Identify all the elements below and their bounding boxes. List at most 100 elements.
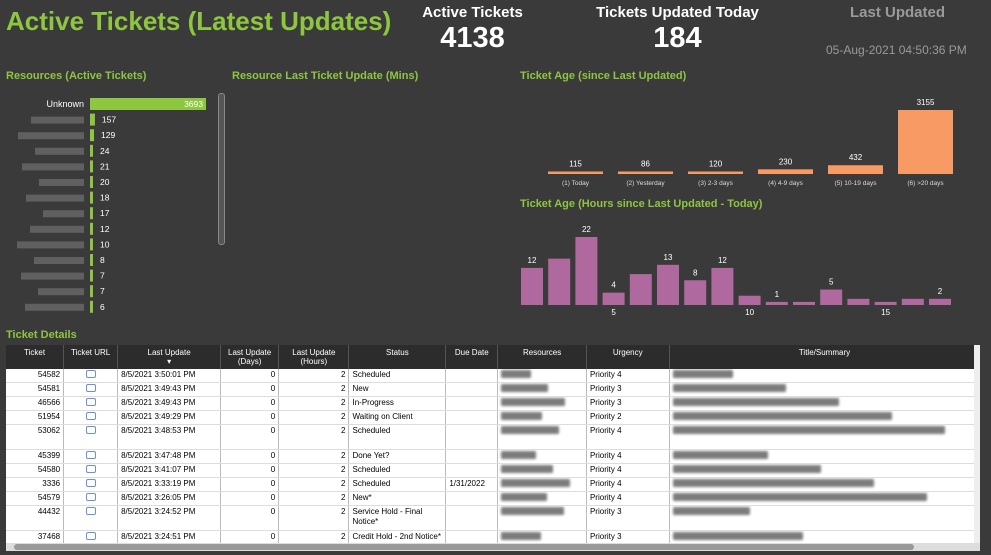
ticket-url-cell bbox=[63, 410, 119, 425]
ticket-age-category-label: (5) 10-19 days bbox=[835, 180, 878, 187]
col-last-update-hours[interactable]: Last Update (Hours) bbox=[278, 345, 350, 369]
table-vertical-scrollbar[interactable] bbox=[974, 345, 980, 543]
resources-cell bbox=[497, 505, 587, 531]
hours-bar[interactable] bbox=[738, 295, 761, 305]
resource-bar[interactable] bbox=[90, 207, 93, 220]
resource-bar[interactable] bbox=[90, 285, 93, 298]
hours-bar[interactable] bbox=[629, 274, 652, 305]
resource-bar[interactable] bbox=[90, 176, 93, 188]
hours-bar[interactable] bbox=[575, 237, 598, 305]
hours-value-label: 2 bbox=[938, 287, 943, 296]
table-row[interactable]: 3336 8/5/2021 3:33:19 PM 0 2 Scheduled 1/31/2… bbox=[6, 477, 980, 492]
hours-bar[interactable] bbox=[793, 301, 815, 305]
page-title: Active Tickets (Latest Updates) bbox=[6, 6, 392, 36]
due-cell bbox=[445, 424, 499, 450]
resource-bar[interactable] bbox=[90, 144, 93, 157]
resource-bar[interactable] bbox=[90, 238, 93, 251]
table-row[interactable]: 51954 8/5/2021 3:49:29 PM 0 2 Waiting on Cli… bbox=[6, 410, 980, 425]
table-row[interactable]: 46566 8/5/2021 3:49:43 PM 0 2 In-Progress Pri… bbox=[6, 396, 980, 411]
resource-bar[interactable] bbox=[90, 160, 93, 173]
resource-bar[interactable] bbox=[90, 300, 93, 313]
redacted-text bbox=[672, 384, 786, 392]
resource-bar[interactable] bbox=[90, 129, 95, 142]
col-urgency[interactable]: Urgency bbox=[586, 345, 670, 369]
table-row[interactable]: 54582 8/5/2021 3:50:01 PM 0 2 Scheduled Prior… bbox=[6, 369, 980, 383]
ticket-age-category-label: (3) 2-3 days bbox=[698, 180, 733, 187]
resource-scrollbar[interactable] bbox=[218, 93, 225, 245]
ticket-age-bar[interactable] bbox=[898, 110, 953, 174]
hours-bar[interactable] bbox=[765, 301, 788, 305]
link-icon[interactable] bbox=[85, 451, 96, 459]
link-icon[interactable] bbox=[85, 398, 96, 406]
ticket-age-bar[interactable] bbox=[548, 171, 603, 175]
hours-bar[interactable] bbox=[929, 298, 951, 305]
days-cell: 0 bbox=[220, 396, 280, 411]
col-due-date[interactable]: Due Date bbox=[445, 345, 499, 369]
col-title-summary[interactable]: Title/Summary bbox=[669, 345, 980, 369]
resource-value-label: 17 bbox=[100, 208, 110, 218]
link-icon[interactable] bbox=[85, 465, 96, 473]
last-update-cell: 8/5/2021 3:49:43 PM bbox=[117, 382, 222, 397]
table-row[interactable]: 53062 8/5/2021 3:48:53 PM 0 2 Scheduled Prior… bbox=[6, 424, 980, 450]
resource-bar[interactable] bbox=[90, 222, 93, 235]
resource-bar[interactable] bbox=[90, 254, 93, 266]
ticket-age-bar[interactable] bbox=[828, 165, 883, 174]
hours-bar[interactable] bbox=[657, 264, 679, 305]
resource-bar[interactable] bbox=[90, 113, 95, 126]
hours-bar[interactable] bbox=[684, 280, 707, 305]
table-row[interactable]: 54579 8/5/2021 3:26:05 PM 0 2 New* Priority 4 bbox=[6, 491, 980, 506]
link-icon[interactable] bbox=[85, 507, 96, 515]
ticket-cell: 54581 bbox=[6, 382, 65, 397]
ticket-age-bar[interactable] bbox=[758, 169, 813, 174]
resource-bar[interactable] bbox=[90, 269, 93, 282]
link-icon[interactable] bbox=[85, 384, 96, 392]
hours-bar[interactable] bbox=[602, 292, 625, 305]
ticket-cell: 54579 bbox=[6, 491, 65, 506]
resource-bar[interactable] bbox=[90, 191, 93, 204]
resource-label-redacted bbox=[18, 132, 84, 140]
ticket-age-bar[interactable] bbox=[618, 171, 673, 175]
hours-value-label: 1 bbox=[775, 290, 780, 299]
redacted-text bbox=[672, 479, 874, 487]
ticket-age-bar[interactable] bbox=[688, 171, 743, 175]
col-status[interactable]: Status bbox=[348, 345, 447, 369]
link-icon[interactable] bbox=[85, 370, 96, 378]
hours-bar[interactable] bbox=[711, 267, 734, 305]
link-icon[interactable] bbox=[85, 426, 96, 434]
table-horizontal-scrollbar[interactable] bbox=[6, 543, 980, 551]
hours-bar[interactable] bbox=[874, 301, 897, 305]
days-cell: 0 bbox=[220, 449, 280, 464]
link-icon[interactable] bbox=[85, 479, 96, 487]
col-ticket[interactable]: Ticket bbox=[6, 345, 65, 369]
col-ticket-url[interactable]: Ticket URL bbox=[63, 345, 119, 369]
table-row[interactable]: 37468 8/5/2021 3:24:51 PM 0 2 Credit Hold - … bbox=[6, 530, 980, 543]
resources-cell bbox=[497, 410, 587, 425]
hours-bar[interactable] bbox=[548, 258, 571, 305]
link-icon[interactable] bbox=[85, 493, 96, 501]
col-resources[interactable]: Resources bbox=[497, 345, 587, 369]
redacted-text bbox=[672, 370, 733, 378]
redacted-text bbox=[501, 451, 537, 459]
hours-bar[interactable] bbox=[521, 267, 543, 305]
hours-bar[interactable] bbox=[847, 298, 870, 305]
last-update-cell: 8/5/2021 3:24:51 PM bbox=[117, 530, 222, 543]
hours-bar[interactable] bbox=[901, 298, 924, 305]
table-row[interactable]: 54581 8/5/2021 3:49:43 PM 0 2 New Priority 3 bbox=[6, 382, 980, 397]
table-row[interactable]: 44432 8/5/2021 3:24:52 PM 0 2 Service Hold -… bbox=[6, 505, 980, 531]
table-row[interactable]: 54580 8/5/2021 3:41:07 PM 0 2 Scheduled Prior… bbox=[6, 463, 980, 478]
scroll-thumb[interactable] bbox=[14, 544, 914, 550]
col-last-update[interactable]: Last Update ▾ bbox=[117, 345, 222, 369]
ticket-cell: 51954 bbox=[6, 410, 65, 425]
resource-bar[interactable] bbox=[90, 98, 206, 110]
hours-bar[interactable] bbox=[820, 289, 843, 305]
col-last-update-days[interactable]: Last Update (Days) bbox=[220, 345, 280, 369]
link-icon[interactable] bbox=[85, 412, 96, 420]
resource-value-label: 18 bbox=[100, 193, 110, 203]
summary-cell bbox=[669, 463, 980, 478]
hours-cell: 2 bbox=[278, 396, 350, 411]
table-row[interactable]: 45399 8/5/2021 3:47:48 PM 0 2 Done Yet? Prior… bbox=[6, 449, 980, 464]
resources-cell bbox=[497, 449, 587, 464]
link-icon[interactable] bbox=[85, 532, 96, 540]
hours-value-label: 8 bbox=[693, 268, 698, 277]
resources-cell bbox=[497, 463, 587, 478]
